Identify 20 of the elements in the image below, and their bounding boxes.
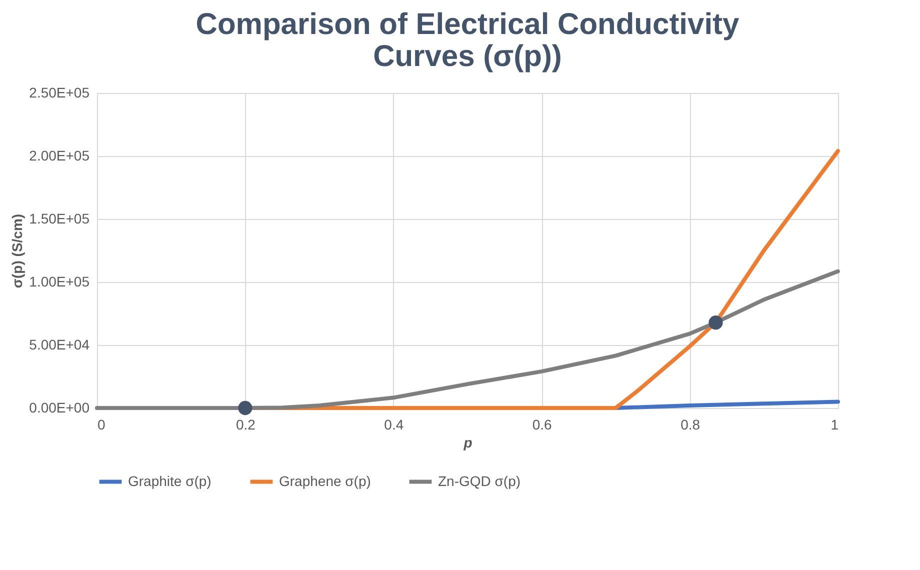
legend-label: Zn-GQD σ(p): [438, 472, 521, 489]
y-tick-label: 1.00E+05: [29, 274, 90, 290]
line-series: [614, 400, 840, 410]
x-tick-label: 1: [830, 416, 839, 432]
x-tick-label: 0.6: [532, 416, 552, 432]
x-tick-label: 0.2: [236, 416, 256, 432]
x-tick-label: 0.4: [384, 416, 404, 432]
y-tick-label: 2.50E+05: [29, 84, 90, 100]
y-axis-title: σ(p) (S/cm): [9, 214, 26, 288]
x-tick-label: 0.8: [680, 416, 700, 432]
y-tick-label: 5.00E+04: [29, 336, 90, 352]
x-tick-label: 0: [98, 416, 106, 432]
text: Curves (σ(p)): [373, 40, 562, 73]
x-axis-title: p: [462, 434, 473, 450]
y-tick-label: 0.00E+00: [29, 400, 90, 416]
legend-label: Graphite σ(p): [128, 472, 212, 489]
text: Comparison of Electrical Conductivity: [196, 8, 740, 41]
legend-label: Graphene σ(p): [279, 472, 371, 489]
y-tick-label: 2.00E+05: [29, 148, 90, 164]
y-tick-label: 1.50E+05: [29, 210, 90, 226]
